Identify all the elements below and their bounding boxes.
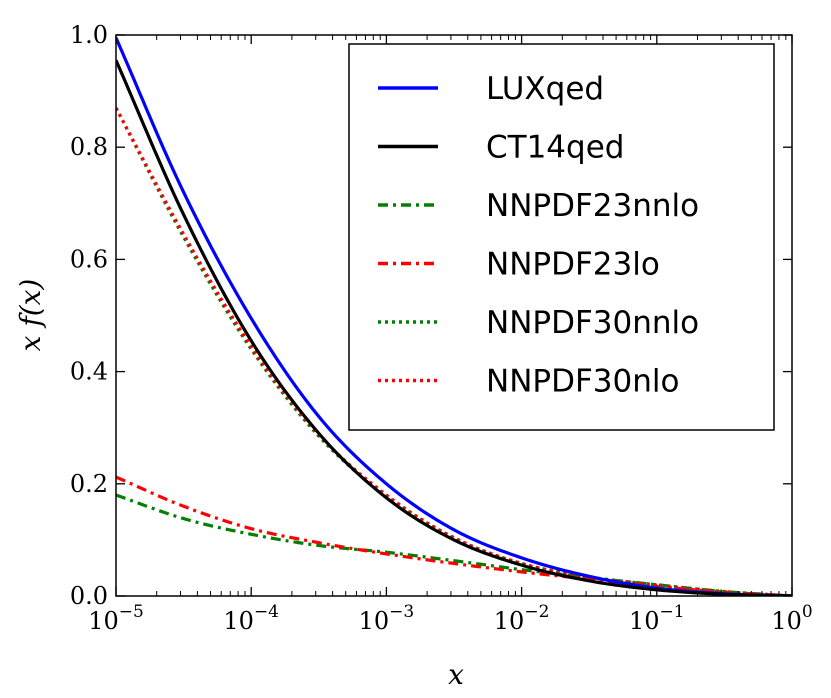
legend-label-nnpdf23lo: NNPDF23lo xyxy=(486,247,660,283)
legend: LUXqed CT14qed NNPDF23nnlo NNPDF23lo NNPDF30… xyxy=(348,43,775,431)
x-tick-label: 10−2 xyxy=(494,602,550,635)
legend-label-nnpdf30nnlo: NNPDF30nnlo xyxy=(486,305,699,341)
y-tick-label: 0.8 xyxy=(70,133,108,161)
y-tick-label: 0.2 xyxy=(70,470,108,498)
y-tick-label: 0.4 xyxy=(70,358,108,386)
plot-frame xyxy=(115,34,793,597)
x-tick-label: 10−5 xyxy=(88,602,144,635)
series-line-ct14qed xyxy=(116,59,792,596)
x-tick-label: 100 xyxy=(771,602,812,635)
series-line-nnpdf30nlo xyxy=(116,107,792,596)
axis-layer: 10−5 10−4 10−3 10−2 10−1 100 0.0 0.2 0.4 0.6 0.8 1.… xyxy=(70,21,813,635)
y-tick-label: 0.0 xyxy=(70,582,108,610)
x-tick-label: 10−4 xyxy=(223,602,279,635)
y-tick-label: 0.6 xyxy=(70,245,108,273)
series-line-nnpdf23lo xyxy=(116,475,792,596)
y-axis-label: x f(x) xyxy=(14,279,47,352)
series-layer xyxy=(116,37,792,596)
series-line-nnpdf23nnlo xyxy=(116,493,792,596)
x-axis-label: x xyxy=(448,658,464,691)
legend-label-ct14qed: CT14qed xyxy=(486,130,624,166)
legend-label-nnpdf23nnlo: NNPDF23nnlo xyxy=(486,188,699,224)
y-tick-label: 1.0 xyxy=(70,21,108,49)
x-tick-label: 10−1 xyxy=(629,602,685,635)
legend-label-nnpdf30nlo: NNPDF30nlo xyxy=(486,364,679,400)
legend-label-luxqed: LUXqed xyxy=(486,71,604,107)
x-tick-label: 10−3 xyxy=(359,602,415,635)
legend-box xyxy=(348,43,775,431)
